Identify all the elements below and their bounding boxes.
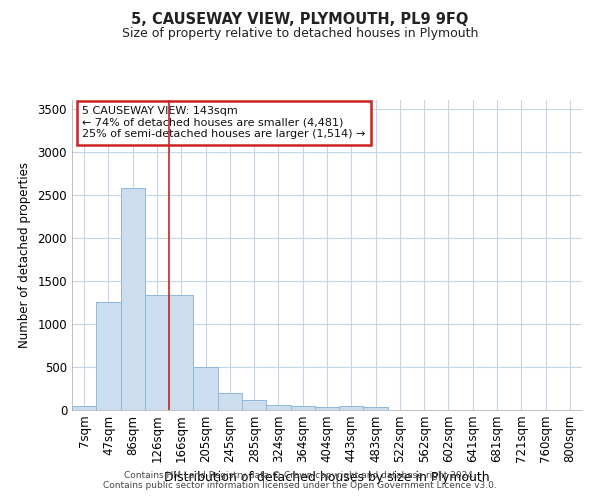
Text: Contains HM Land Registry data © Crown copyright and database right 2024.
Contai: Contains HM Land Registry data © Crown c…: [103, 470, 497, 490]
Bar: [242, 400, 266, 410]
Y-axis label: Number of detached properties: Number of detached properties: [17, 162, 31, 348]
Text: 5, CAUSEWAY VIEW, PLYMOUTH, PL9 9FQ: 5, CAUSEWAY VIEW, PLYMOUTH, PL9 9FQ: [131, 12, 469, 28]
Bar: [96, 302, 121, 410]
Text: 5 CAUSEWAY VIEW: 143sqm
← 74% of detached houses are smaller (4,481)
25% of semi: 5 CAUSEWAY VIEW: 143sqm ← 74% of detache…: [82, 106, 365, 140]
Bar: [72, 406, 96, 410]
Bar: [145, 294, 169, 410]
Bar: [193, 367, 218, 410]
Bar: [364, 408, 388, 410]
Bar: [169, 296, 193, 410]
Bar: [339, 406, 364, 410]
Text: Size of property relative to detached houses in Plymouth: Size of property relative to detached ho…: [122, 28, 478, 40]
Bar: [218, 393, 242, 410]
Bar: [121, 188, 145, 410]
Bar: [290, 406, 315, 410]
X-axis label: Distribution of detached houses by size in Plymouth: Distribution of detached houses by size …: [164, 471, 490, 484]
Bar: [315, 408, 339, 410]
Bar: [266, 405, 290, 410]
